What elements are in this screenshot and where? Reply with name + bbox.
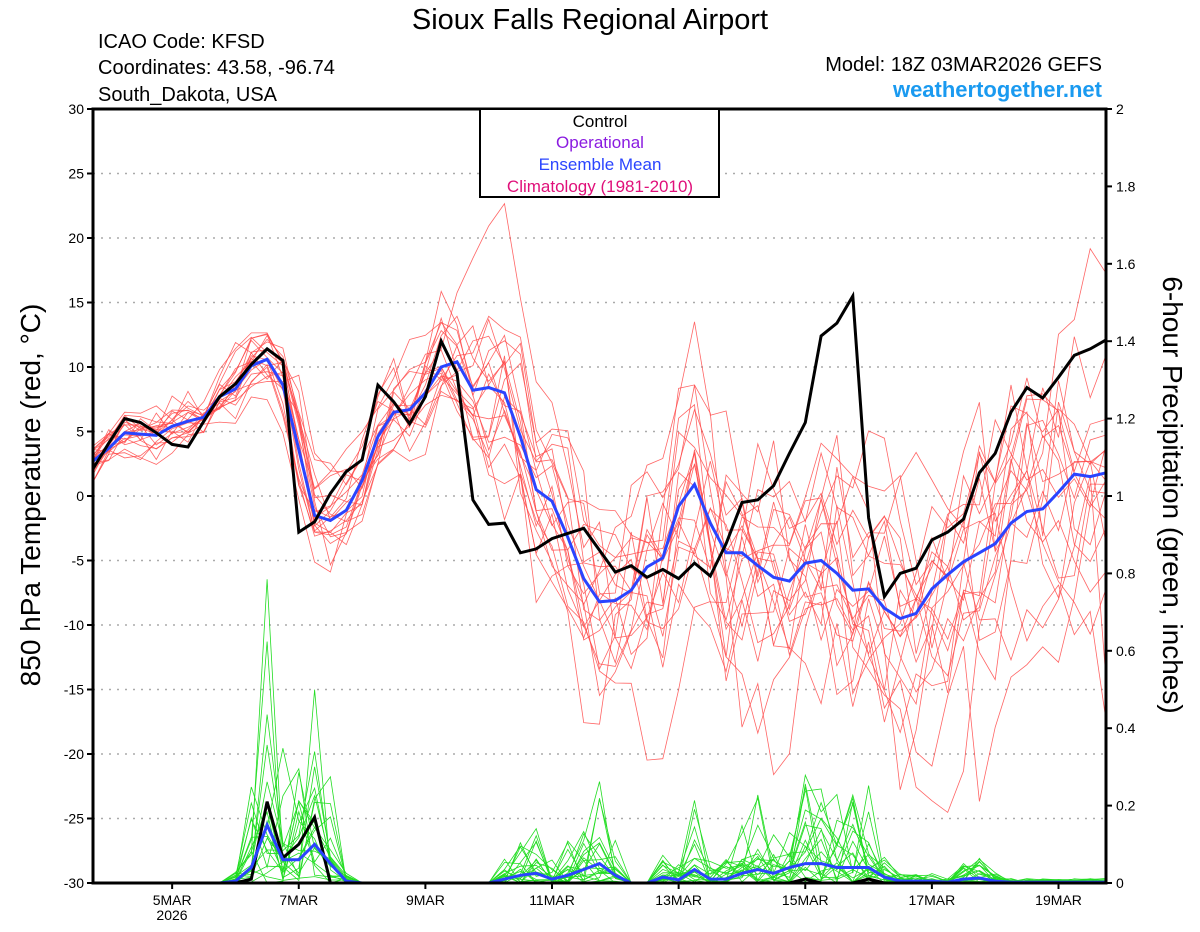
member-precip-line <box>93 773 1107 884</box>
y-tick-label: -10 <box>64 617 84 633</box>
y2-tick-label: 1.6 <box>1116 256 1136 272</box>
mean-precip-line <box>93 821 1106 885</box>
legend-ensemble-mean: Ensemble Mean <box>539 155 662 174</box>
y2-tick-label: 0.8 <box>1116 565 1136 581</box>
x-axis: 5MAR 7MAR 9MAR 11MAR 13MAR 15MAR 17MAR 19MAR <box>153 883 1082 908</box>
y-tick-label: -5 <box>72 553 85 569</box>
y-axis-right: 2 1.8 1.6 1.4 1.2 1 0.8 0.6 0.4 0.2 0 <box>1106 101 1136 891</box>
y-tick-label: -20 <box>64 746 84 762</box>
member-temp-line <box>92 315 1107 658</box>
legend-control: Control <box>573 112 628 131</box>
member-temp-line <box>92 352 1107 790</box>
member-temp-lines <box>92 202 1107 814</box>
control-temp-line <box>91 291 1107 601</box>
member-temp-line <box>92 318 1107 706</box>
member-temp-line <box>92 321 1107 681</box>
legend-climatology: Climatology (1981-2010) <box>507 177 693 196</box>
legend-operational: Operational <box>556 133 644 152</box>
y-tick-label: -25 <box>64 811 84 827</box>
y-tick-label: -15 <box>64 682 84 698</box>
chart-title: Sioux Falls Regional Airport <box>412 4 768 36</box>
y-tick-label: -30 <box>64 875 84 891</box>
x-tick-label: 13MAR <box>655 892 702 908</box>
y2-tick-label: 0.6 <box>1116 643 1136 659</box>
y-tick-label: 5 <box>76 424 84 440</box>
member-temp-line <box>92 329 1107 802</box>
y2-tick-label: 0.2 <box>1116 798 1136 814</box>
x-tick-label: 5MAR <box>153 892 192 908</box>
y2-tick-label: 0.4 <box>1116 720 1136 736</box>
member-temp-line <box>92 290 1107 631</box>
member-precip-line <box>93 641 1107 884</box>
x-tick-label: 17MAR <box>909 892 956 908</box>
member-temp-line <box>92 316 1107 694</box>
x-tick-label: 11MAR <box>529 892 575 908</box>
x-tick-label: 19MAR <box>1035 892 1082 908</box>
x-year-label: 2026 <box>156 907 187 923</box>
mean-temp-line <box>92 357 1107 621</box>
y-axis-left: 30 25 20 15 10 5 0 -5 -10 -15 -20 -25 -30 <box>64 101 93 891</box>
x-tick-label: 15MAR <box>782 892 829 908</box>
member-temp-line <box>92 339 1107 814</box>
model-run: Model: 18Z 03MAR2026 GEFS <box>825 54 1102 76</box>
member-temp-line <box>92 315 1107 696</box>
x-tick-label: 7MAR <box>279 892 318 908</box>
y-axis-title: 850 hPa Temperature (red, °C) <box>15 304 46 687</box>
y-tick-label: 0 <box>76 488 84 504</box>
y2-axis-title: 6-hour Precipitation (green, inches) <box>1157 276 1188 713</box>
y2-tick-label: 1.4 <box>1116 333 1136 349</box>
member-temp-line <box>92 334 1107 697</box>
site-link[interactable]: weathertogether.net <box>892 77 1103 102</box>
member-temp-line <box>92 349 1107 677</box>
x-tick-label: 9MAR <box>406 892 445 908</box>
legend: Control Operational Ensemble Mean Climat… <box>479 108 720 198</box>
member-temp-line <box>92 247 1107 670</box>
y-tick-label: 10 <box>68 359 84 375</box>
member-temp-line <box>92 332 1107 776</box>
member-precip-line <box>93 775 1107 884</box>
plot-frame <box>91 107 1108 885</box>
y-tick-label: 30 <box>68 101 84 117</box>
legend-box <box>479 108 720 198</box>
y2-tick-label: 2 <box>1116 101 1124 117</box>
y2-tick-label: 1.8 <box>1116 178 1136 194</box>
member-temp-line <box>92 321 1107 734</box>
member-precip-lines <box>93 579 1107 885</box>
coordinates: Coordinates: 43.58, -96.74 <box>98 57 335 79</box>
y-tick-label: 25 <box>68 166 84 182</box>
y-tick-label: 20 <box>68 230 84 246</box>
member-temp-line <box>92 202 1107 723</box>
region: South_Dakota, USA <box>98 84 278 106</box>
member-precip-line <box>93 772 1107 884</box>
y2-tick-label: 1.2 <box>1116 411 1136 427</box>
y2-tick-label: 1 <box>1116 488 1124 504</box>
icao-code: ICAO Code: KFSD <box>98 31 265 53</box>
y2-tick-label: 0 <box>1116 875 1124 891</box>
y-tick-label: 15 <box>68 295 84 311</box>
